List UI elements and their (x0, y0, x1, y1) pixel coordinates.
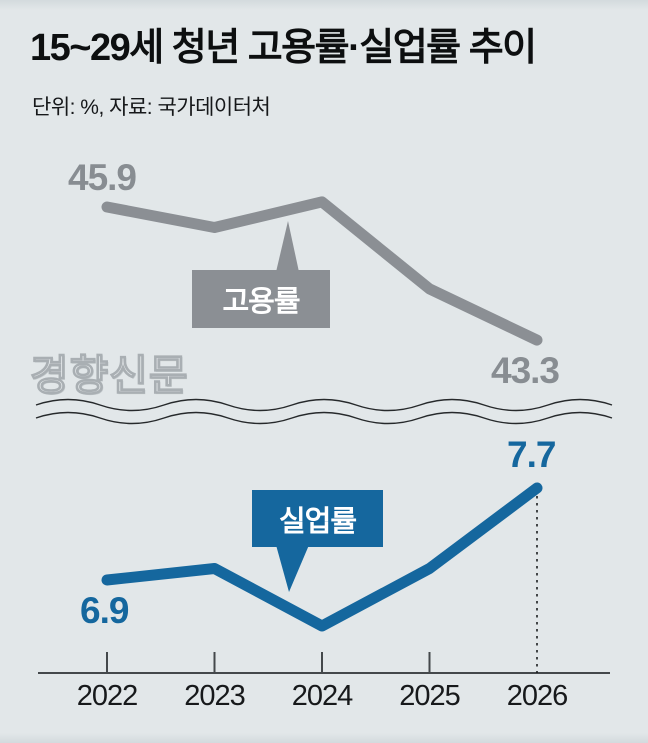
unemployment-last-value-label: 7.7 (507, 434, 556, 475)
unemployment-callout-label: 실업률 (278, 505, 357, 538)
x-tick-label-2022: 2022 (76, 680, 139, 712)
employment-callout-box: 고용률 (192, 270, 330, 328)
employment-last-value-label: 43.3 (491, 350, 560, 391)
x-tick-label-2023: 2023 (184, 680, 246, 712)
x-tick-label-2024: 2024 (291, 680, 354, 712)
unemployment-line (101, 482, 543, 632)
employment-line (101, 196, 543, 346)
employment-first-value-label: 45.9 (68, 157, 137, 198)
employment-callout-pointer (276, 221, 299, 272)
page-title: 15~29세 청년 고용률·실업률 추이 (30, 27, 537, 69)
unemployment-callout-pointer (276, 545, 309, 592)
wave-divider-top (35, 398, 613, 412)
x-tick-label-2026: 2026 (506, 680, 569, 712)
newspaper-watermark: 경향신문 (29, 351, 189, 399)
unemployment-callout-box: 실업률 (252, 490, 383, 547)
unemployment-first-value-label: 6.9 (80, 590, 129, 631)
employment-callout-label: 고용률 (222, 286, 300, 318)
x-tick-label-2025: 2025 (399, 680, 461, 712)
unit-source-note: 단위: %, 자료: 국가데이터처 (32, 96, 271, 119)
wave-divider-bottom (35, 411, 613, 425)
